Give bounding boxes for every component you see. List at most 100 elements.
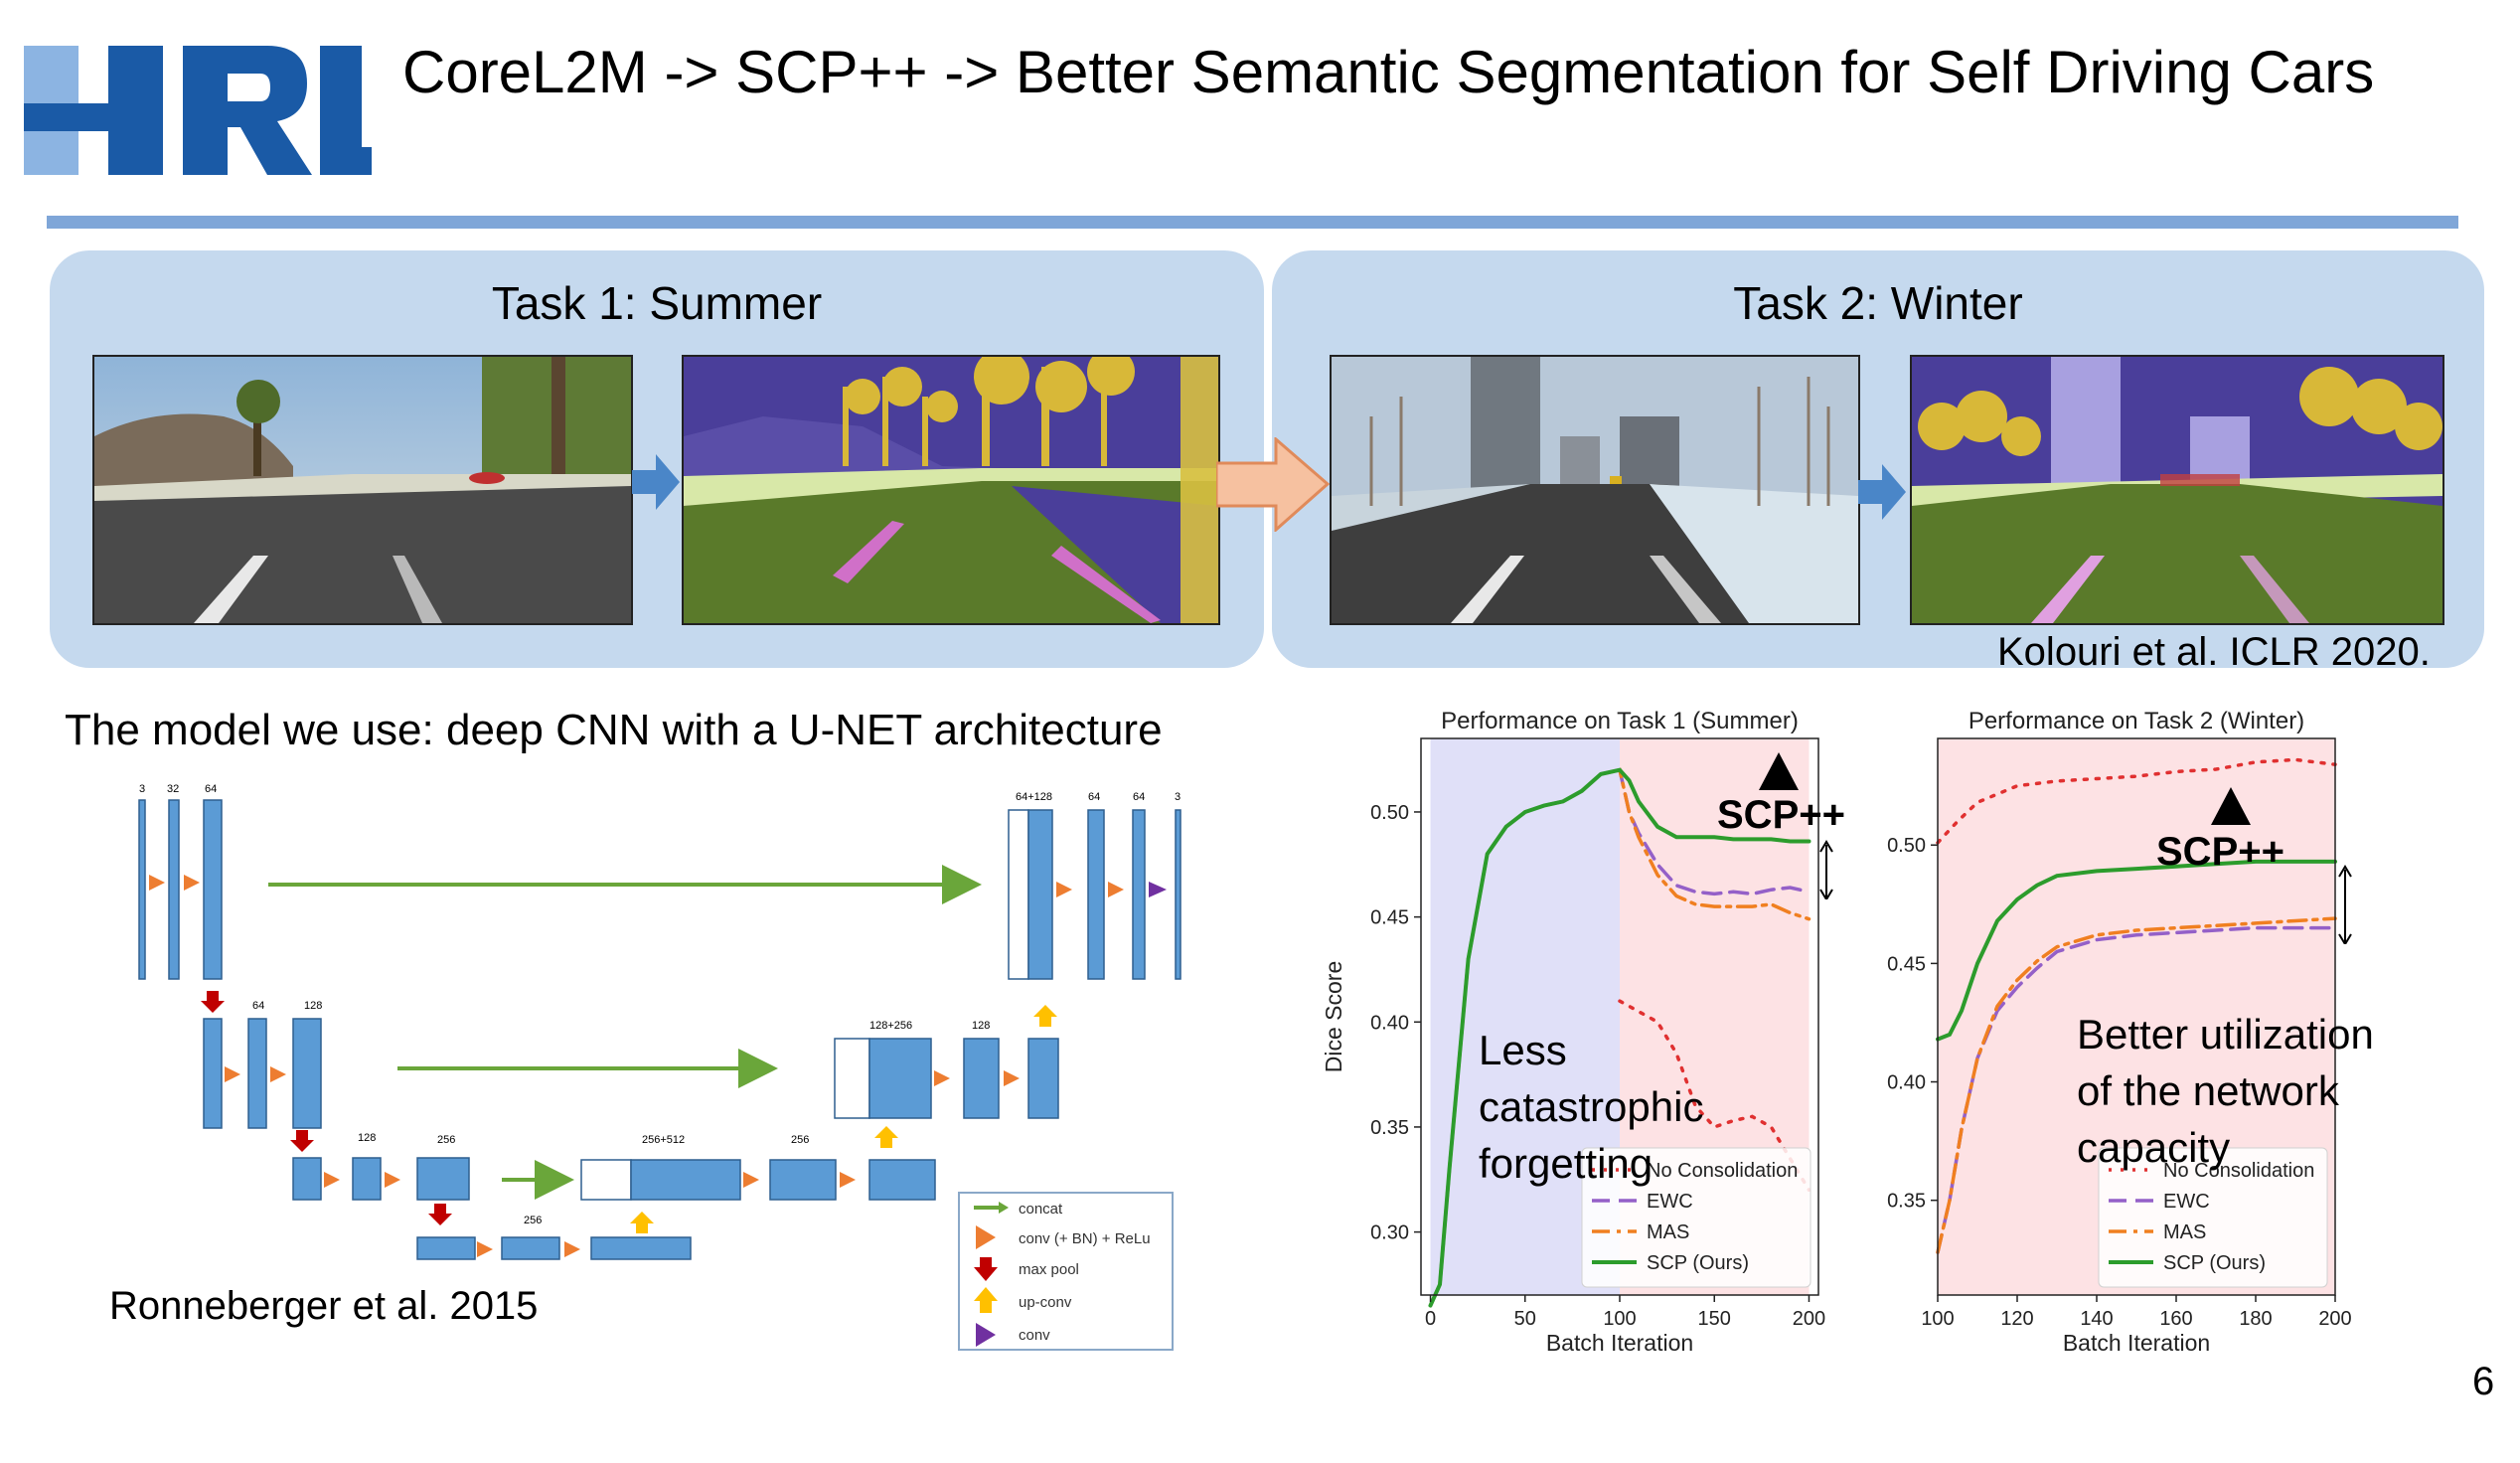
unet-block [868, 1159, 936, 1201]
chart-legend [1581, 1147, 1811, 1288]
task1-title: Task 1: Summer [491, 277, 823, 329]
unet-channel-label: 64+128 [1016, 791, 1052, 803]
unet-block [1027, 1038, 1059, 1119]
note-line: forgetting [1479, 1140, 1654, 1187]
unet-channel-label: 32 [167, 783, 179, 795]
better-utilization-note: Better utilization of the network capaci… [2077, 1006, 2374, 1176]
winter-segmentation-image [1910, 355, 2444, 625]
legend-label: EWC [1647, 1191, 1693, 1213]
unet-block [590, 1236, 692, 1260]
logo-r [183, 46, 312, 175]
x-tick-label: 180 [2239, 1308, 2272, 1330]
unet-block [138, 799, 146, 980]
unet-concat-block [1008, 809, 1029, 980]
unet-channel-label: 64 [252, 1000, 264, 1012]
series-line-no-consolidation [1618, 999, 1811, 1193]
unet-block [247, 1018, 267, 1129]
x-tick-label: 0 [1425, 1308, 1436, 1330]
y-tick-label: 0.40 [1370, 1012, 1409, 1034]
unet-block [416, 1236, 476, 1260]
logo-l [320, 46, 372, 175]
task1-arrow-icon [632, 454, 680, 510]
unet-channel-label: 128 [972, 1020, 990, 1032]
series-line-scp-ours [1428, 767, 1811, 1308]
x-tick-label: 140 [2080, 1308, 2113, 1330]
legend-label: MAS [1647, 1221, 1689, 1243]
scp-annotation-task2: SCP++ [2156, 787, 2352, 944]
scp-label-task1: SCP++ [1717, 793, 1845, 837]
unet-channel-label: 256 [437, 1134, 455, 1146]
chart-title: Performance on Task 1 (Summer) [1441, 708, 1799, 734]
x-tick-label: 160 [2159, 1308, 2192, 1330]
legend-label: SCP (Ours) [1647, 1252, 1749, 1274]
legend-label: SCP (Ours) [2163, 1252, 2266, 1274]
legend-label: MAS [2163, 1221, 2206, 1243]
unet-block [1132, 809, 1146, 980]
unet-legend [958, 1192, 1174, 1351]
ronneberger-citation: Ronneberger et al. 2015 [109, 1284, 539, 1328]
task2-chart: Performance on Task 2 (Winter) 100 120 140 1… [1887, 708, 2352, 1356]
unet-channel-label: 64 [205, 783, 217, 795]
up-triangle-icon [1759, 752, 1799, 790]
chart-title: Performance on Task 2 (Winter) [1969, 708, 2304, 734]
series-line-mas [1936, 916, 2337, 1254]
series-line-scp-ours [1936, 859, 2337, 1042]
summer-camera-image [92, 355, 633, 625]
legend-conv: conv [1019, 1327, 1050, 1344]
scp-annotation-task1: SCP++ [1717, 752, 1845, 899]
x-axis-label: Batch Iteration [1546, 1330, 1693, 1356]
unet-channel-label: 3 [139, 783, 145, 795]
unet-channel-label: 256+512 [642, 1134, 685, 1146]
unet-channel-label: 128 [358, 1132, 376, 1144]
unet-concat-block [834, 1038, 870, 1119]
legend-up-conv: up-conv [1019, 1294, 1072, 1311]
x-axis-label: Batch Iteration [2063, 1330, 2210, 1356]
unet-block [168, 799, 180, 980]
scp-label-task2: SCP++ [2156, 830, 2284, 874]
note-line: Less [1479, 1027, 1567, 1073]
unet-channel-label: 256 [791, 1134, 809, 1146]
x-tick-label: 50 [1514, 1308, 1536, 1330]
page-number: 6 [2472, 1360, 2495, 1403]
y-tick-label: 0.30 [1370, 1222, 1409, 1244]
y-tick-label: 0.40 [1887, 1072, 1926, 1094]
legend-max-pool: max pool [1019, 1261, 1079, 1278]
note-line: of the network [2077, 1067, 2339, 1114]
unet-block [292, 1157, 322, 1201]
series-line-no-consolidation [1936, 757, 2337, 845]
x-tick-label: 100 [1921, 1308, 1954, 1330]
x-tick-label: 200 [1793, 1308, 1825, 1330]
kolouri-citation: Kolouri et al. ICLR 2020. [1997, 630, 2431, 674]
unet-block [963, 1038, 1000, 1119]
logo-h-right-stem [108, 46, 163, 175]
task-transition-arrow-icon [1216, 437, 1331, 532]
less-forgetting-note: Less catastrophic forgetting [1479, 1022, 1703, 1192]
unet-block [501, 1236, 560, 1260]
unet-block [1175, 809, 1181, 980]
legend-label: EWC [2163, 1191, 2210, 1213]
unet-block [203, 799, 223, 980]
x-tick-label: 100 [1603, 1308, 1636, 1330]
unet-concat-block [580, 1159, 632, 1201]
legend-label: No Consolidation [2163, 1160, 2314, 1182]
unet-block [630, 1159, 741, 1201]
y-tick-label: 0.35 [1370, 1117, 1409, 1139]
unet-block [1087, 809, 1105, 980]
unet-block [292, 1018, 322, 1129]
y-tick-label: 0.50 [1370, 802, 1409, 824]
legend-concat: concat [1019, 1201, 1063, 1218]
note-line: catastrophic [1479, 1083, 1704, 1130]
task2-title: Task 2: Winter [1733, 277, 2023, 329]
x-tick-label: 200 [2318, 1308, 2351, 1330]
y-tick-label: 0.50 [1887, 835, 1926, 857]
task1-chart: Performance on Task 1 (Summer) 0 50 100 150 2… [1322, 708, 1825, 1356]
unet-channel-label: 64 [1133, 791, 1145, 803]
y-tick-label: 0.45 [1887, 953, 1926, 975]
unet-block [868, 1038, 932, 1119]
unet-channel-label: 64 [1088, 791, 1100, 803]
legend-label: No Consolidation [1647, 1160, 1798, 1182]
slide-title: CoreL2M -> SCP++ -> Better Semantic Segm… [402, 39, 2375, 105]
x-tick-label: 120 [2000, 1308, 2033, 1330]
unet-block [1027, 809, 1053, 980]
note-line: Better utilization [2077, 1011, 2374, 1057]
